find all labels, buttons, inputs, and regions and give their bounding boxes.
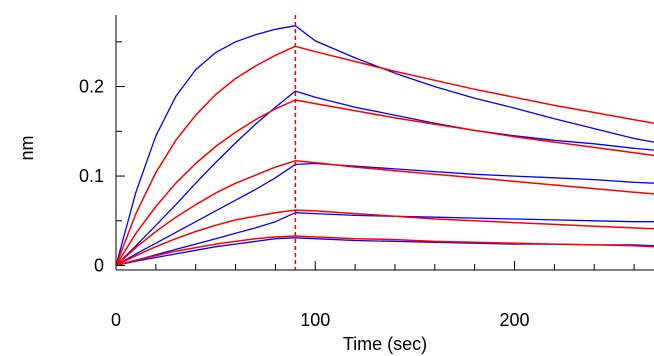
tick-layer: 0 0.1 0.2 0 100 200 [79, 77, 530, 330]
x-tick-label: 200 [499, 310, 529, 330]
measured-curve-4 [116, 162, 654, 267]
fit-curve-7 [116, 209, 654, 267]
fit-curve-9 [116, 235, 654, 267]
axis-layer [115, 15, 654, 271]
y-axis-title: nm [17, 135, 37, 160]
x-tick-label: 100 [300, 310, 330, 330]
series-layer [116, 15, 654, 270]
measured-curve-2 [116, 90, 654, 266]
fit-curve-5 [116, 160, 654, 267]
x-tick-label: 0 [111, 310, 121, 330]
measured-curve-0 [116, 25, 654, 266]
y-tick-label: 0.1 [79, 166, 104, 186]
y-tick-label: 0.2 [79, 77, 104, 97]
measured-curve-8 [116, 237, 654, 267]
x-axis-title: Time (sec) [343, 334, 427, 354]
fit-curve-3 [116, 99, 654, 266]
y-tick-label: 0 [94, 256, 104, 276]
fit-curve-1 [116, 45, 654, 266]
measured-curve-6 [116, 212, 654, 267]
